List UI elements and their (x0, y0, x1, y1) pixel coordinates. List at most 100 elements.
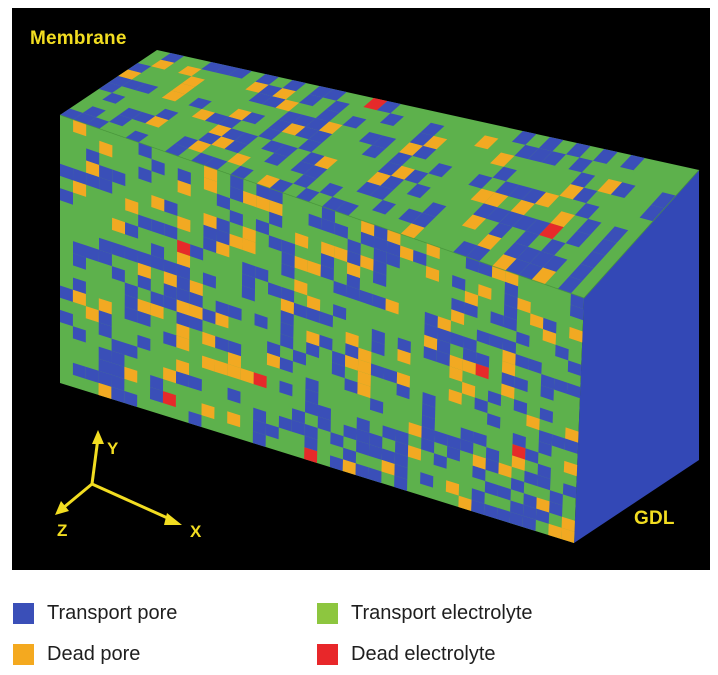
voxel (424, 311, 438, 328)
voxel (73, 180, 87, 197)
voxel (151, 59, 175, 70)
voxel (358, 347, 372, 364)
voxel (522, 515, 536, 531)
voxel (400, 245, 414, 262)
voxel (423, 135, 448, 150)
voxel (174, 136, 199, 149)
voxel (421, 414, 435, 431)
voxel (300, 152, 325, 166)
voxel (487, 413, 501, 429)
voxel (256, 183, 270, 200)
voxel (137, 298, 151, 315)
voxel (373, 259, 387, 276)
voxel (343, 447, 357, 464)
voxel (576, 218, 602, 235)
voxel (161, 90, 186, 102)
voxel (176, 263, 190, 280)
voxel (60, 188, 73, 205)
voxel (124, 306, 138, 323)
voxel (510, 199, 535, 216)
voxel (526, 414, 540, 431)
voxel (269, 200, 283, 217)
voxel (99, 177, 113, 194)
voxel (99, 140, 113, 158)
voxel (380, 175, 405, 190)
voxel (294, 279, 308, 296)
voxel (280, 298, 294, 315)
voxel (85, 366, 99, 383)
voxel (387, 229, 401, 246)
voxel (474, 397, 488, 414)
voxel (344, 378, 358, 394)
voxel (137, 250, 151, 267)
voxel (398, 208, 423, 224)
voxel (538, 430, 553, 446)
voxel (272, 88, 296, 100)
voxel (399, 142, 423, 156)
voxel (407, 445, 422, 461)
voxel (282, 80, 307, 92)
voxel (569, 326, 583, 343)
voxel (503, 242, 528, 259)
voxel (111, 350, 125, 367)
voxel (361, 220, 375, 237)
voxel (525, 448, 539, 464)
voxel (99, 237, 112, 255)
voxel (436, 339, 451, 355)
axis-triad: Y X Z (55, 430, 202, 541)
voxel (448, 389, 462, 405)
voxel (319, 334, 333, 351)
voxel (242, 273, 256, 290)
voxel (342, 459, 356, 475)
voxel (356, 440, 370, 456)
voxel (218, 116, 242, 129)
voxel (388, 152, 413, 166)
voxel (252, 419, 266, 436)
voxel (255, 266, 269, 283)
voxel (422, 403, 436, 419)
voxel (516, 331, 530, 348)
voxel (111, 386, 125, 403)
voxel (565, 231, 591, 248)
voxel (308, 213, 322, 230)
voxel (394, 464, 408, 480)
voxel (603, 226, 629, 243)
y-axis-label: Y (107, 439, 119, 458)
voxel (460, 438, 474, 455)
voxel (230, 165, 254, 180)
gdl-label: GDL (634, 508, 675, 529)
voxel (321, 241, 335, 258)
voxel (484, 481, 499, 497)
voxel (151, 219, 165, 236)
voxel (357, 370, 371, 387)
voxel (125, 198, 139, 215)
voxel (485, 458, 499, 474)
voxel (549, 501, 563, 517)
voxel (514, 144, 539, 160)
voxel (269, 179, 294, 193)
cube-side-face (574, 170, 699, 543)
voxel (356, 428, 370, 445)
voxel (422, 392, 436, 408)
voxel (150, 303, 164, 320)
voxel (521, 188, 546, 204)
voxel (471, 488, 485, 504)
voxel (242, 261, 256, 278)
voxel (230, 174, 244, 191)
voxel (461, 381, 476, 398)
voxel (124, 282, 138, 299)
voxel (347, 238, 361, 255)
voxel (514, 230, 540, 247)
voxel (515, 354, 529, 370)
voxel (135, 83, 159, 94)
voxel (512, 215, 537, 231)
voxel (118, 69, 142, 80)
voxel (176, 371, 189, 388)
voxel (543, 317, 557, 334)
voxel (534, 192, 560, 208)
voxel (203, 236, 217, 253)
voxel (374, 224, 388, 241)
voxel (452, 275, 466, 291)
voxel (125, 222, 139, 239)
voxel (245, 81, 269, 93)
